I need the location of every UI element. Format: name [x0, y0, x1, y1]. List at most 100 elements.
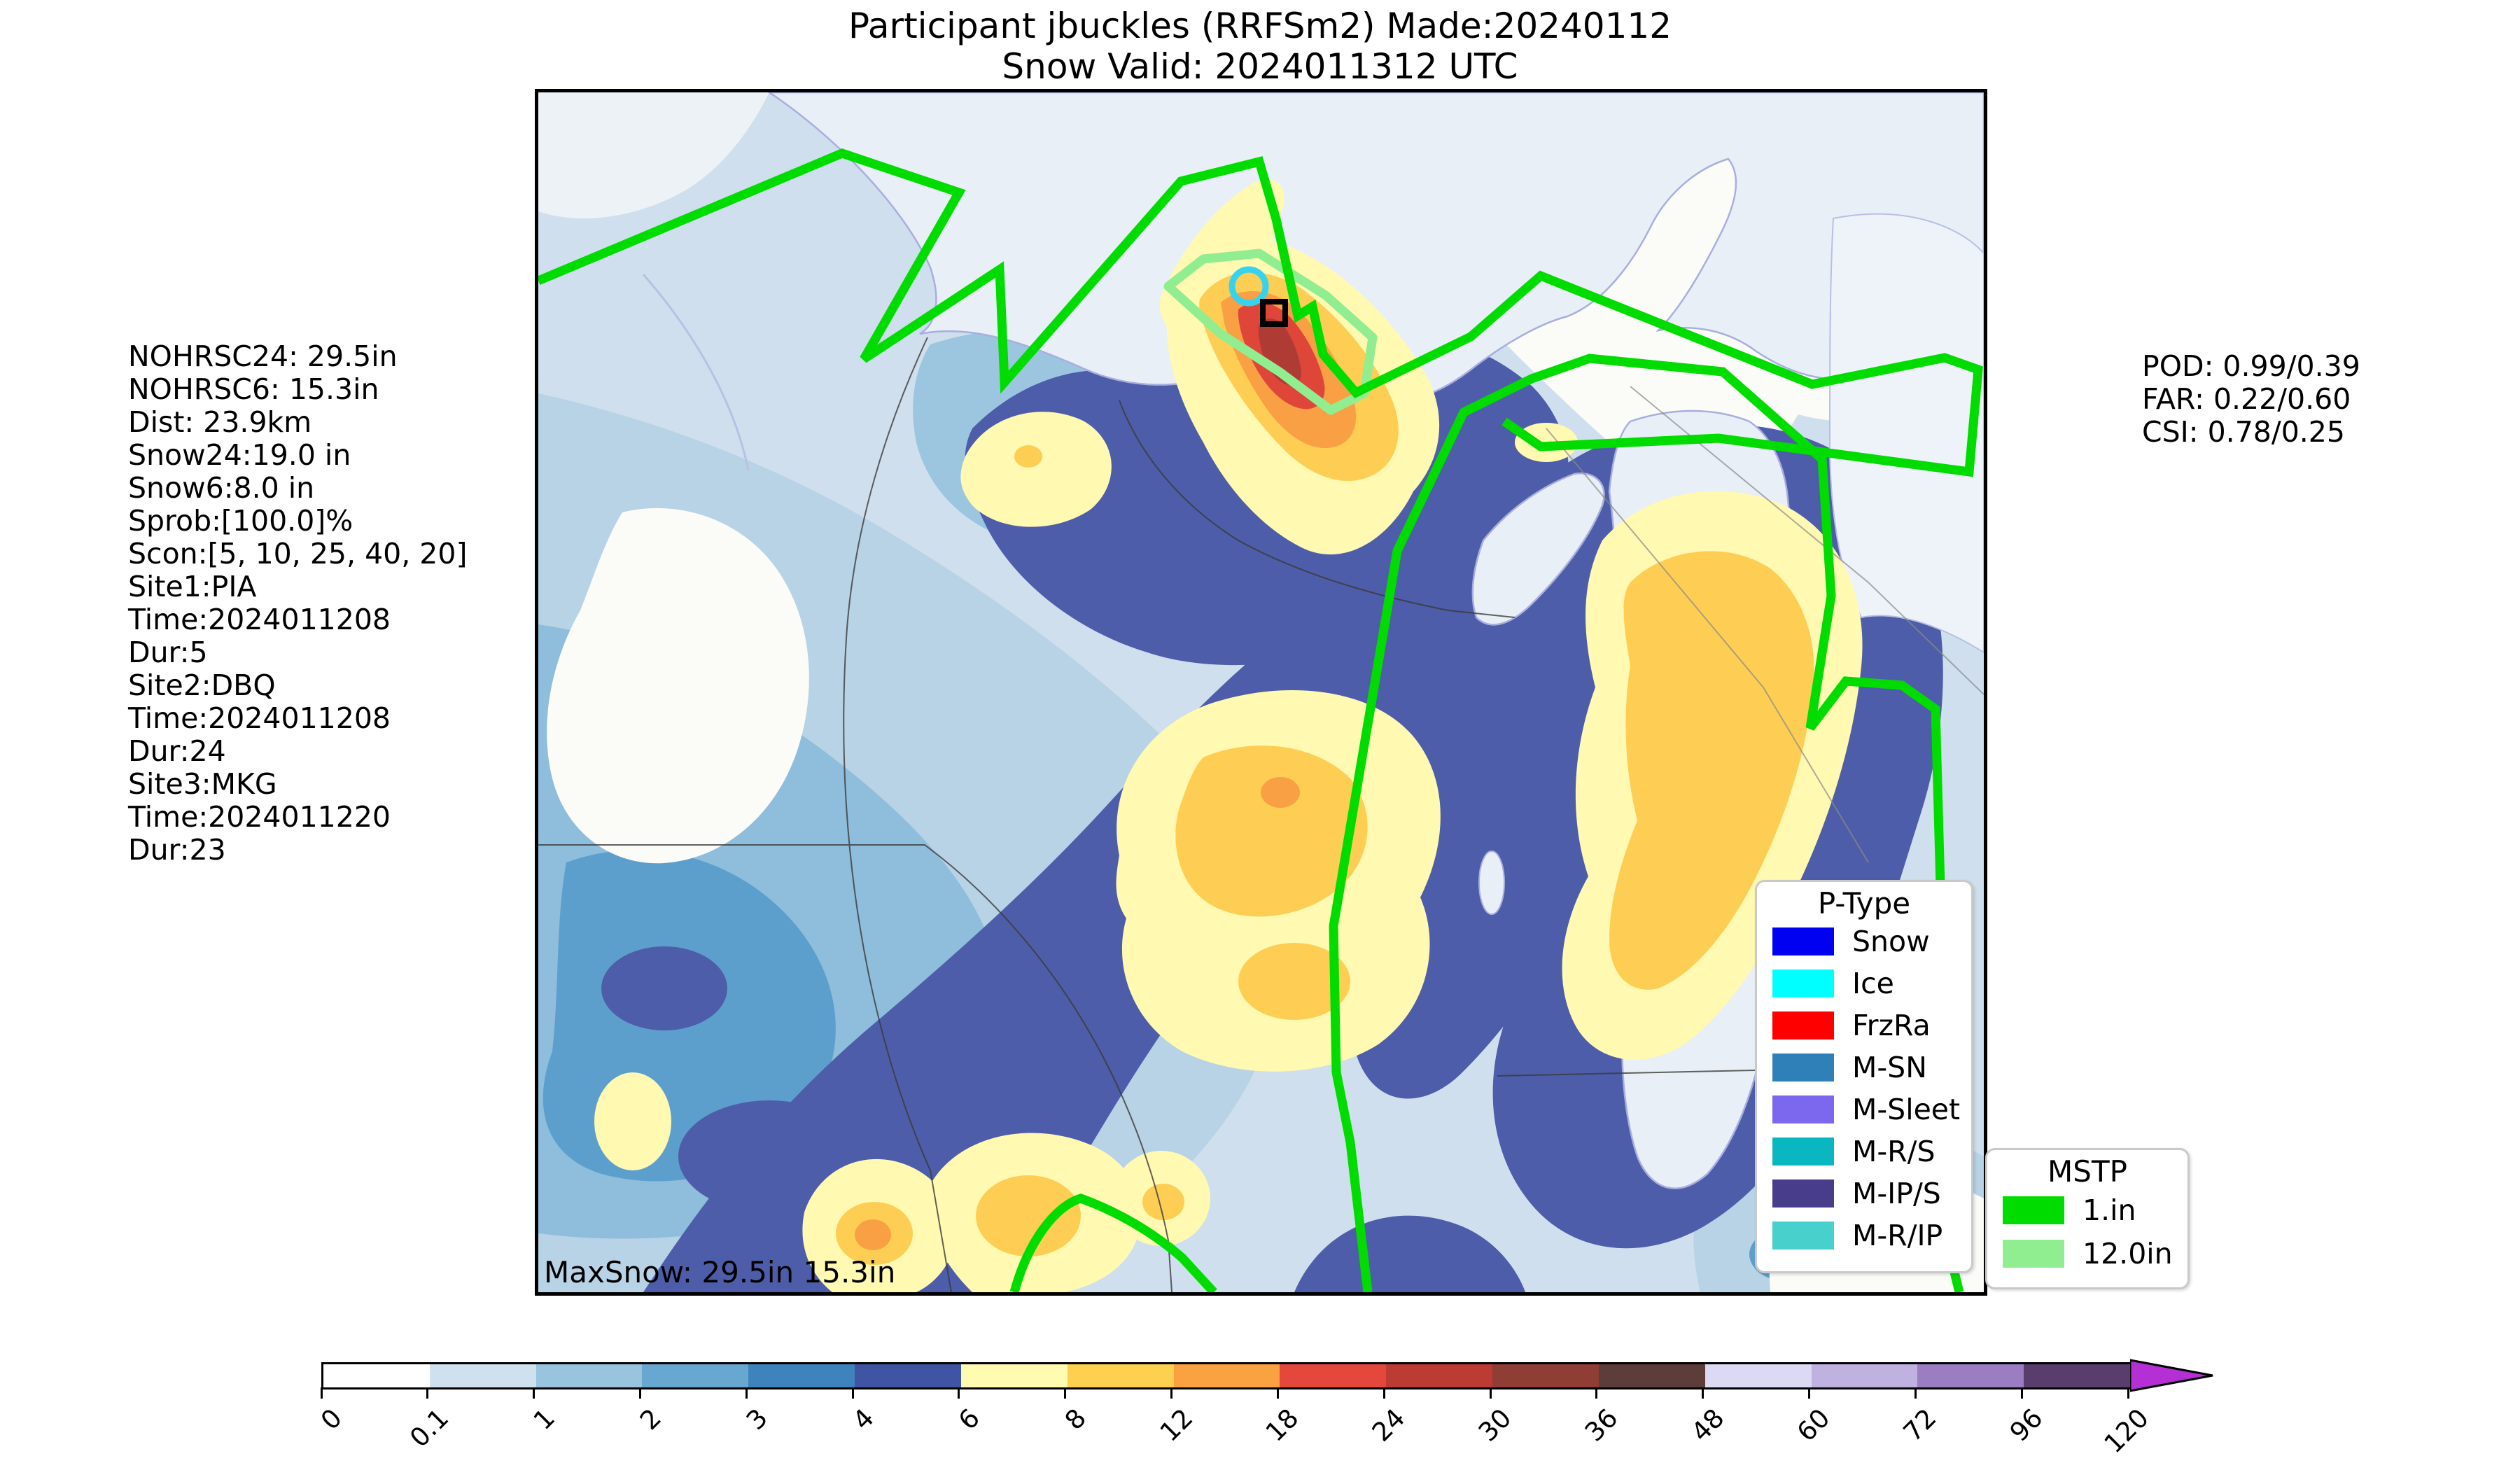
colorbar-tick-label: 30 [1472, 1403, 1518, 1448]
colorbar-tick [2127, 1387, 2129, 1399]
yellow-kidney-up [960, 412, 1112, 527]
mstp-legend: MSTP 1.in 12.0in [1985, 1148, 2190, 1289]
left-stat-line: Time:2024011220 [128, 800, 391, 834]
figure-title: Participant jbuckles (RRFSm2) Made:20240… [848, 6, 1672, 46]
ptype-legend-row: FrzRa [1757, 1004, 1971, 1046]
ptype-legend-swatch-m-r-ip [1772, 1222, 1834, 1250]
ptype-legend-label: FrzRa [1852, 1009, 1931, 1042]
colorbar-segment [1917, 1364, 2024, 1387]
gold-core-lowermi [1609, 551, 1814, 990]
colorbar-tick-label: 2 [634, 1403, 667, 1436]
map-panel: MaxSnow: 29.5in 15.3in [535, 89, 1987, 1296]
colorbar-segment [2024, 1364, 2131, 1387]
ptype-legend-row: Snow [1757, 920, 1971, 962]
colorbar-segment [323, 1364, 430, 1387]
mstp-legend-label: 1.in [2082, 1194, 2136, 1227]
left-stat-line: Sprob:[100.0]% [128, 504, 354, 538]
gold-core-centralwi [1175, 746, 1368, 917]
colorbar-tick [1382, 1387, 1385, 1399]
left-stat-line: Time:2024011208 [128, 701, 391, 735]
site-circle-marker [1228, 266, 1269, 307]
ptype-legend-label: M-Sleet [1852, 1093, 1961, 1126]
colorbar-segment [1067, 1364, 1174, 1387]
colorbar-segments [323, 1364, 2131, 1387]
mstp-legend-swatch-1-in [2003, 1196, 2064, 1224]
navy-spot-sw2 [601, 946, 727, 1030]
gold-dot-sewi [1142, 1184, 1184, 1220]
mstp-legend-rows: 1.in 12.0in [1987, 1189, 2188, 1275]
ptype-legend-label: M-IP/S [1852, 1177, 1941, 1210]
colorbar-tick [1914, 1387, 1917, 1399]
zero-region-nw [538, 92, 769, 218]
left-stat-line: Site3:MKG [128, 767, 277, 801]
colorbar-tick-label: 48 [1685, 1403, 1730, 1448]
colorbar-tick [1595, 1387, 1598, 1399]
ptype-legend-swatch-frzra [1772, 1011, 1834, 1040]
figure-subtitle: Snow Valid: 2024011312 UTC [1002, 46, 1518, 87]
green-bay [1471, 472, 1605, 626]
orange-core-south1 [855, 1219, 891, 1250]
colorbar-tick-label: 24 [1366, 1403, 1411, 1448]
colorbar-segment [748, 1364, 855, 1387]
colorbar-tick [533, 1387, 536, 1399]
colorbar-tick-label: 6 [953, 1403, 986, 1436]
ptype-legend-row: Ice [1757, 962, 1971, 1004]
colorbar-segment [429, 1364, 536, 1387]
colorbar-segment [1704, 1364, 1812, 1387]
max-snow-label: MaxSnow: 29.5in 15.3in [544, 1255, 895, 1289]
ptype-legend-label: Ice [1852, 967, 1894, 1000]
ptype-legend-label: M-R/S [1852, 1135, 1935, 1168]
mstp-legend-swatch-12-0in [2003, 1240, 2064, 1268]
ptype-legend-swatch-m-r-s [1772, 1138, 1834, 1166]
colorbar-tick-label: 4 [846, 1403, 880, 1436]
ptype-legend-rows: Snow Ice FrzRa M-SN M-Sleet M-R/S M-IP/S M-R/IP [1757, 920, 1971, 1256]
colorbar-segment [536, 1364, 643, 1387]
colorbar-tick [1808, 1387, 1811, 1399]
ptype-legend-swatch-m-sn [1772, 1054, 1834, 1082]
ptype-legend-label: M-SN [1852, 1051, 1927, 1084]
ptype-legend-swatch-snow [1772, 927, 1834, 955]
colorbar-tick-label: 120 [2099, 1403, 2155, 1460]
river-line [642, 274, 750, 471]
colorbar-tick-label: 72 [1898, 1403, 1942, 1448]
navy-spot-sw1 [678, 1100, 860, 1212]
colorbar-extend-arrow [2130, 1359, 2213, 1392]
colorbar-segment [1386, 1364, 1493, 1387]
navy-spot-south [1294, 1215, 1525, 1292]
ptype-legend-row: M-SN [1757, 1046, 1971, 1088]
colorbar-tick [320, 1387, 323, 1399]
lake-superior [767, 92, 1984, 401]
colorbar [321, 1362, 2132, 1390]
site-square-marker [1260, 299, 1288, 327]
colorbar-tick-label: 3 [740, 1403, 774, 1436]
colorbar-tick-label: 8 [1059, 1403, 1093, 1436]
mstp-legend-row: 1.in [1987, 1189, 2188, 1232]
colorbar-tick [745, 1387, 748, 1399]
ptype-legend-swatch-m-ip-s [1772, 1180, 1834, 1208]
mstp-legend-label: 12.0in [2082, 1237, 2173, 1270]
zero-region-driftless [547, 507, 809, 864]
mstp-legend-title: MSTP [2047, 1154, 2127, 1189]
colorbar-tick [638, 1387, 641, 1399]
ptype-legend-label: Snow [1852, 925, 1930, 958]
gold-core-south2 [976, 1175, 1081, 1256]
gold-dot-up [1014, 445, 1042, 468]
mstp-legend-row: 12.0in [1987, 1232, 2188, 1275]
right-stat-line: FAR: 0.22/0.60 [2142, 382, 2351, 416]
colorbar-tick [2020, 1387, 2023, 1399]
colorbar-segment [855, 1364, 961, 1387]
ptype-legend-swatch-ice [1772, 969, 1834, 997]
orange-fleck-centralwi [1261, 777, 1300, 808]
colorbar-tick-label: 0.1 [404, 1403, 455, 1454]
ptype-legend-row: M-Sleet [1757, 1088, 1971, 1130]
left-stat-line: Scon:[5, 10, 25, 40, 20] [128, 537, 468, 570]
mstp-1in-contour [538, 148, 1983, 1292]
ptype-legend-title: P-Type [1817, 886, 1911, 920]
ptype-legend-row: M-R/IP [1757, 1214, 1971, 1256]
right-stats: POD: 0.99/0.39 FAR: 0.22/0.60 CSI: 0.78/0.… [2142, 350, 2360, 449]
left-stat-line: Time:2024011208 [128, 603, 391, 636]
colorbar-tick [958, 1387, 960, 1399]
colorbar-segment [1280, 1364, 1387, 1387]
yellow-blob-west [594, 1072, 671, 1170]
colorbar-tick [1276, 1387, 1279, 1399]
